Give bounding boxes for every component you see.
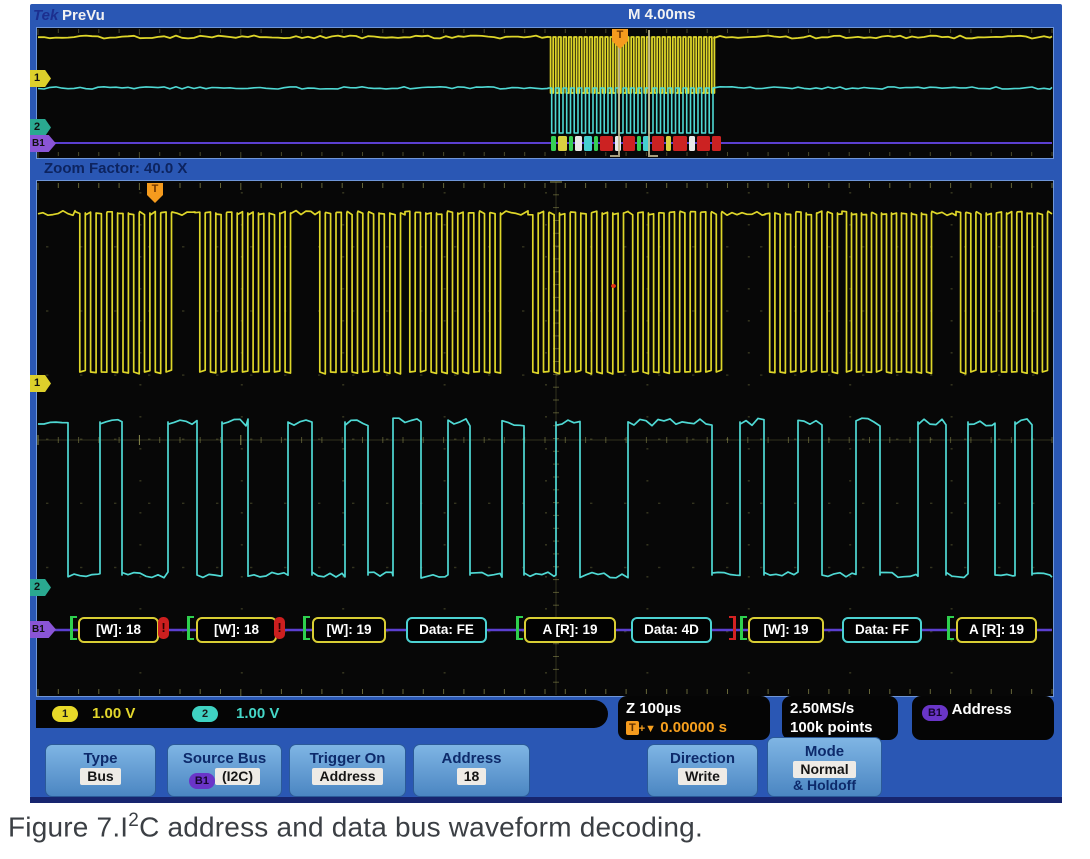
zoom-window-right-bracket[interactable] bbox=[648, 30, 650, 157]
zoom-bracket-nub-right bbox=[650, 155, 658, 157]
figure-caption: Figure 7.I2C address and data bus wavefo… bbox=[8, 810, 703, 843]
menu-button-mode[interactable]: Mode Normal & Holdoff bbox=[767, 737, 882, 797]
ch1-marker-zoom[interactable]: 1 bbox=[30, 375, 51, 392]
record-length-readout: 100k points bbox=[790, 719, 873, 736]
menu-button-source-bus[interactable]: Source Bus B1 (I2C) bbox=[167, 744, 282, 797]
bus-badge: B1 bbox=[922, 705, 948, 721]
zoom-timebase-box: Z 100µs T +▼ 0.00000 s bbox=[618, 696, 770, 740]
bus-label-box: B1 Address bbox=[912, 696, 1054, 740]
trigger-delay-value: 0.00000 s bbox=[660, 719, 727, 736]
ch2-badge: 2 bbox=[192, 706, 218, 722]
ch2-scale-readout: 1.00 V bbox=[236, 705, 280, 722]
menu-button-direction[interactable]: Direction Write bbox=[647, 744, 758, 797]
menu-label: Mode bbox=[804, 743, 845, 760]
menu-value: Normal bbox=[793, 761, 856, 778]
acquisition-status: PreVu bbox=[62, 7, 105, 24]
ch2-marker-zoom[interactable]: 2 bbox=[30, 579, 51, 596]
bus-label-text: Address bbox=[951, 701, 1012, 718]
menu-label: Address bbox=[441, 750, 502, 767]
bus-badge: B1 bbox=[188, 773, 215, 789]
channel-readout-bar: 1 1.00 V 2 1.00 V bbox=[36, 700, 608, 728]
menu-value: 18 bbox=[456, 768, 487, 785]
sample-rate-readout: 2.50MS/s bbox=[790, 700, 855, 717]
zoom-factor-label: Zoom Factor: 40.0 X bbox=[44, 160, 188, 177]
zoom-scale-readout: Z 100µs bbox=[626, 700, 682, 717]
acquisition-box: 2.50MS/s 100k points bbox=[782, 696, 898, 740]
tek-logo: Tek bbox=[33, 7, 59, 24]
trigger-position-marker-zoom[interactable]: T bbox=[147, 183, 163, 203]
menu-button-type[interactable]: Type Bus bbox=[45, 744, 156, 797]
menu-value: (I2C) bbox=[214, 768, 261, 785]
menu-label: Direction bbox=[669, 750, 735, 767]
menu-label: Type bbox=[83, 750, 118, 767]
menu-label: Trigger On bbox=[309, 750, 386, 767]
menu-button-trigger-on[interactable]: Trigger On Address bbox=[289, 744, 406, 797]
menu-value-extra: & Holdoff bbox=[793, 777, 856, 793]
zoom-bracket-nub-left bbox=[610, 155, 618, 157]
menu-value: Address bbox=[312, 768, 383, 785]
trigger-delay-arrow-icon: +▼ bbox=[638, 723, 657, 735]
zoom-window-left-bracket[interactable] bbox=[618, 30, 620, 157]
ch1-badge: 1 bbox=[52, 706, 78, 722]
overview-waveform-window bbox=[36, 27, 1054, 159]
menu-value: Write bbox=[678, 768, 727, 785]
scope-bezel-strip bbox=[30, 797, 1062, 803]
trigger-icon: T bbox=[626, 721, 639, 735]
timebase-readout: M 4.00ms bbox=[628, 6, 696, 23]
ch1-scale-readout: 1.00 V bbox=[92, 705, 136, 722]
trigger-delay-readout: T +▼ 0.00000 s bbox=[626, 718, 770, 739]
menu-value: Bus bbox=[80, 768, 121, 785]
menu-label: Source Bus bbox=[182, 750, 267, 767]
zoomed-waveform-window bbox=[36, 180, 1054, 697]
trigger-event-dot bbox=[611, 284, 616, 288]
menu-button-address[interactable]: Address 18 bbox=[413, 744, 530, 797]
